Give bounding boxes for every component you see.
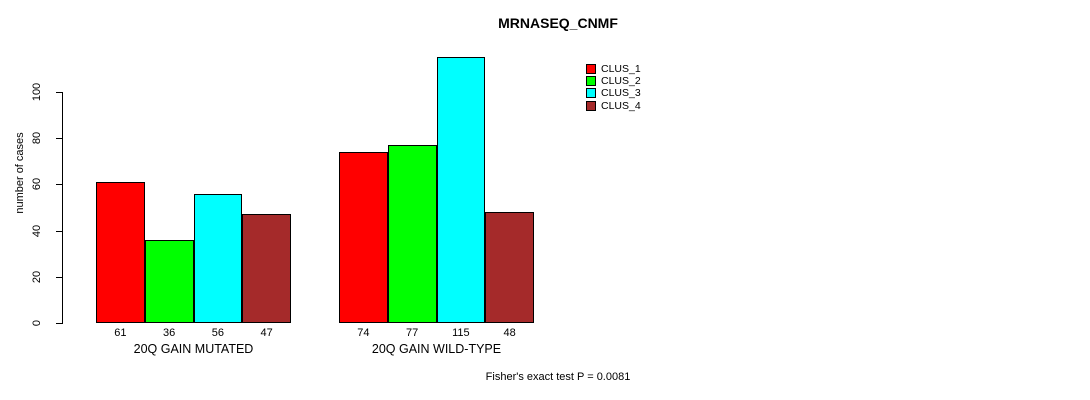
legend-swatch [586,64,596,75]
bar-value-label: 56 [211,327,224,339]
y-axis-tick [56,92,62,93]
bar-value-label: 36 [163,327,176,339]
bar-value-label: 48 [503,327,516,339]
y-axis-tick [56,184,62,186]
y-axis-tick-label: 60 [31,178,43,191]
legend-item: CLUS_3 [586,87,641,99]
legend-label: CLUS_4 [601,99,641,112]
bar-value-label: 77 [406,327,419,339]
legend-item: CLUS_4 [586,100,641,112]
bar [485,212,534,323]
y-axis-line [62,92,63,324]
legend-label: CLUS_2 [601,75,641,88]
y-axis-tick-label: 80 [31,132,43,145]
legend-item: CLUS_2 [586,75,641,87]
y-axis-tick-label: 40 [31,224,43,237]
bar-value-label: 115 [452,327,470,339]
fisher-test-note: Fisher's exact test P = 0.0081 [485,371,631,383]
y-axis-tick [56,230,62,232]
legend-swatch [586,88,596,99]
legend: CLUS_1 CLUS_2 CLUS_3 CLUS_4 [586,63,641,112]
bar [436,57,486,323]
y-axis-label: number of cases [14,132,26,214]
chart-title: MRNASEQ_CNMF [498,15,618,31]
y-axis-tick-label: 0 [31,319,43,327]
legend-label: CLUS_3 [601,87,641,100]
legend-swatch [586,76,596,87]
bar-value-label: 61 [114,327,127,339]
bar [96,182,145,323]
x-category-label: 20Q GAIN MUTATED [133,342,254,356]
bar [339,152,388,323]
legend-swatch [586,100,596,111]
y-axis-tick-label: 20 [31,270,43,283]
legend-label: CLUS_1 [601,63,641,76]
bar [242,214,291,323]
bar [193,193,243,323]
x-category-label: 20Q GAIN WILD-TYPE [371,342,502,356]
bar-value-label: 47 [260,327,273,339]
bar [387,145,437,323]
y-axis-tick-label: 100 [31,82,43,102]
y-axis-tick [56,276,62,278]
y-axis-tick [56,138,62,140]
bar [144,239,194,323]
bar-value-label: 74 [357,327,370,339]
y-axis-tick [56,323,62,324]
legend-item: CLUS_1 [586,63,641,75]
